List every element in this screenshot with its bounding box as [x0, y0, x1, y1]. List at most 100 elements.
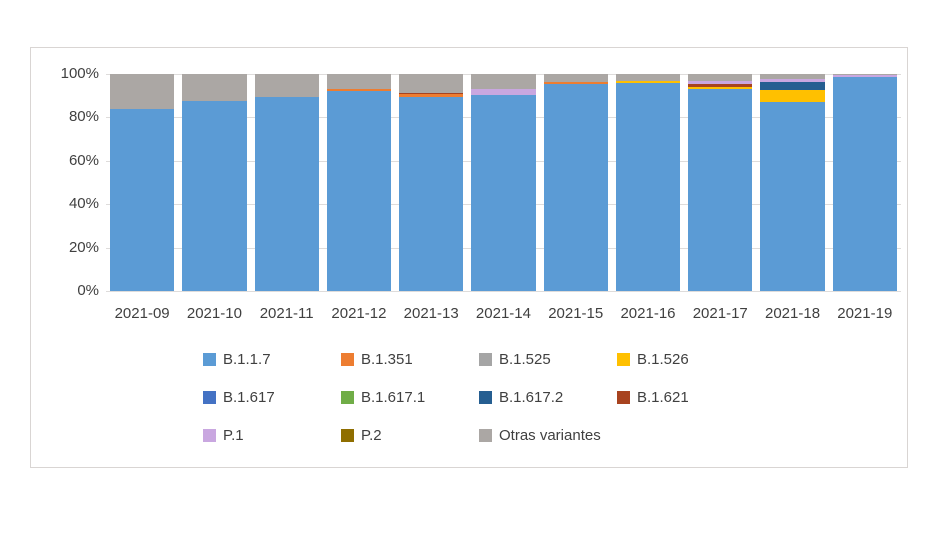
legend-swatch-icon [203, 391, 216, 404]
legend-swatch-icon [617, 353, 630, 366]
y-tick-label: 40% [68, 195, 99, 213]
legend-item: B.1.617 [203, 389, 341, 406]
bar-segment [543, 83, 608, 291]
bar-segment [760, 79, 825, 83]
bar-segment [615, 80, 681, 83]
bar-column [106, 74, 178, 291]
bar-segment [543, 74, 608, 82]
bar-segment [615, 74, 681, 81]
legend-swatch-icon [479, 391, 492, 404]
bar-column [323, 74, 395, 291]
legend-item: P.2 [341, 427, 479, 444]
bar-segment [471, 89, 536, 95]
legend-row: P.1 P.2 Otras variantes [203, 427, 843, 465]
bar-segment [399, 96, 464, 291]
x-tick-label: 2021-17 [692, 305, 748, 322]
y-tick-label: 0% [77, 282, 99, 299]
bar-segment [832, 74, 897, 76]
bar-segment [182, 74, 247, 102]
bar-stack [471, 74, 536, 291]
bar-segment [760, 74, 825, 80]
x-tick-label: 2021-14 [475, 305, 531, 322]
legend-item: Otras variantes [479, 427, 617, 444]
legend-item: B.1.617.2 [479, 389, 617, 406]
bar-segment [760, 90, 825, 103]
legend-label: B.1.617.2 [499, 389, 564, 406]
legend-item: B.1.621 [617, 389, 755, 406]
legend-item: B.1.1.7 [203, 351, 341, 368]
legend-row: B.1.617 B.1.617.1 B.1.617.2 B.1.621 [203, 389, 843, 427]
bar-column [540, 74, 612, 291]
legend-label: Otras variantes [499, 427, 601, 444]
legend-label: P.2 [361, 427, 382, 444]
bar-segment [399, 94, 464, 97]
bar-segment [688, 84, 753, 88]
bar-segment [688, 87, 753, 90]
bar-segment [471, 74, 536, 90]
legend-swatch-icon [479, 429, 492, 442]
legend-label: B.1.621 [637, 389, 689, 406]
gridline [106, 291, 901, 292]
bar-column [756, 74, 828, 291]
bar-segment [399, 74, 464, 94]
legend-label: B.1.351 [361, 351, 413, 368]
bar-column [829, 74, 901, 291]
legend-item: B.1.617.1 [341, 389, 479, 406]
bar-column [395, 74, 467, 291]
bar-segment [326, 89, 392, 92]
legend-label: B.1.526 [637, 351, 689, 368]
bar-column [684, 74, 756, 291]
x-tick-label: 2021-13 [403, 305, 459, 322]
legend-swatch-icon [341, 429, 354, 442]
bar-segment [326, 91, 392, 291]
x-tick-label: 2021-11 [259, 305, 314, 322]
bar-segment [760, 102, 825, 291]
x-tick-label: 2021-09 [114, 305, 170, 322]
bar-segment [471, 94, 536, 291]
bar-segment [110, 74, 175, 109]
legend-swatch-icon [341, 353, 354, 366]
legend-swatch-icon [203, 429, 216, 442]
legend-item: B.1.351 [341, 351, 479, 368]
legend-label: B.1.525 [499, 351, 551, 368]
bar-stack [760, 74, 825, 291]
legend: B.1.1.7 B.1.351 B.1.525 B.1.526 B.1.617 B.1.6… [203, 351, 843, 465]
bar-segment [760, 82, 825, 91]
y-tick-label: 80% [68, 108, 99, 126]
bar-segment [110, 108, 175, 291]
legend-item: P.1 [203, 427, 341, 444]
plot-area [106, 74, 901, 291]
bar-segment [688, 74, 753, 82]
bar-stack [182, 74, 247, 291]
y-tick-label: 20% [68, 238, 99, 256]
bar-segment [254, 74, 319, 97]
bar-segment [254, 96, 319, 291]
x-tick-label: 2021-10 [186, 305, 242, 322]
legend-swatch-icon [617, 391, 630, 404]
bar-stack [688, 74, 753, 291]
bar-segment [326, 74, 392, 90]
x-tick-label: 2021-19 [837, 305, 893, 322]
bar-segment [832, 77, 897, 291]
bar-segment [543, 81, 608, 84]
bar-segment [182, 101, 247, 291]
legend-label: B.1.617 [223, 389, 275, 406]
chart-frame: 0% 20% 40% 60% 80% 100% 2021-09 2021-10 2021-11… [30, 47, 908, 468]
legend-label: P.1 [223, 427, 244, 444]
bar-stack [326, 74, 392, 291]
bar-column [467, 74, 539, 291]
legend-swatch-icon [341, 391, 354, 404]
x-axis: 2021-09 2021-10 2021-11 2021-12 2021-13 2021-… [106, 304, 901, 324]
bar-segment [688, 81, 753, 85]
bar-column [178, 74, 250, 291]
bar-segment [399, 93, 464, 95]
y-tick-label: 100% [60, 65, 99, 82]
bar-column [251, 74, 323, 291]
legend-item: B.1.526 [617, 351, 755, 368]
y-tick-label: 60% [68, 151, 99, 169]
x-tick-label: 2021-16 [620, 305, 676, 322]
bar-segment [615, 82, 681, 291]
bar-stack [399, 74, 464, 291]
bar-stack [543, 74, 608, 291]
x-tick-label: 2021-15 [548, 305, 604, 322]
